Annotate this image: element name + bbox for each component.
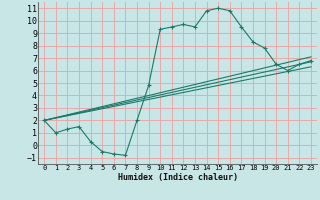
X-axis label: Humidex (Indice chaleur): Humidex (Indice chaleur) [118, 173, 238, 182]
